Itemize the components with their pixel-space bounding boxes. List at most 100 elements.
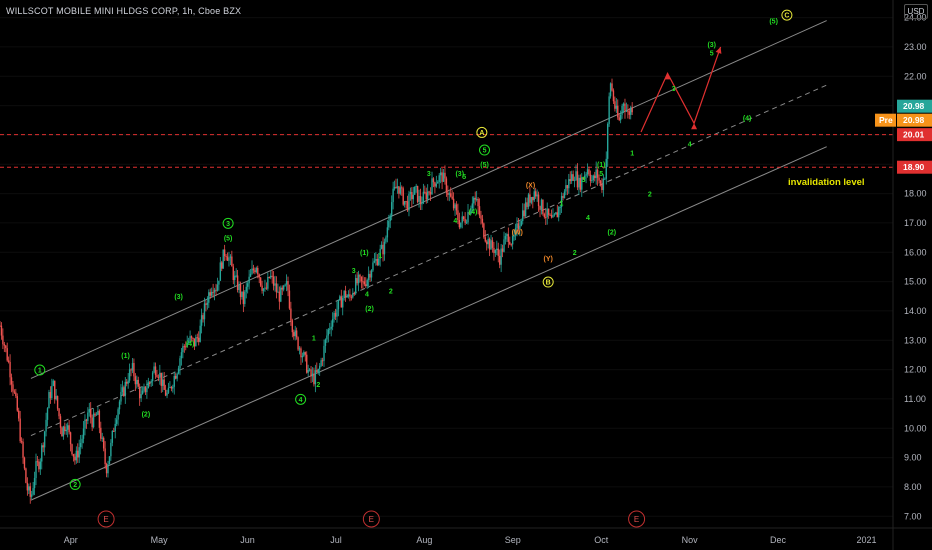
candle-body xyxy=(192,337,194,339)
candle-body xyxy=(75,450,78,461)
candle-body xyxy=(375,259,377,261)
candle-body xyxy=(0,325,3,336)
candle-body xyxy=(267,276,269,289)
candle-body xyxy=(363,281,366,285)
projection-arrowhead xyxy=(691,123,698,130)
candle-body xyxy=(588,169,590,175)
candle-body xyxy=(78,447,80,458)
candle-body xyxy=(462,216,465,220)
projection-arrowhead xyxy=(664,73,671,80)
candle-body xyxy=(321,360,324,362)
candle-body xyxy=(176,373,178,379)
candle-body xyxy=(409,191,412,194)
candle-body xyxy=(619,114,622,121)
candle-body xyxy=(160,372,162,386)
candle-body xyxy=(390,202,393,216)
candle-body xyxy=(552,215,554,218)
wave-label-circle xyxy=(781,9,793,21)
candle-body xyxy=(378,258,380,265)
x-tick-label: Sep xyxy=(505,535,521,545)
wave-label: (1) xyxy=(121,353,130,360)
wave-label: 1 xyxy=(312,335,316,342)
candle-body xyxy=(486,241,488,245)
candle-body xyxy=(313,373,315,385)
candle-body xyxy=(213,289,216,293)
candle-body xyxy=(533,191,535,201)
x-tick-label: Jul xyxy=(330,535,342,545)
candle-body xyxy=(545,217,547,219)
candle-body xyxy=(13,391,16,393)
candle-body xyxy=(429,192,432,195)
candle-body xyxy=(527,194,530,207)
candle-body xyxy=(210,291,213,296)
candle-body xyxy=(426,191,429,200)
event-marker-circle xyxy=(97,510,115,528)
candle-body xyxy=(69,432,72,445)
candle-body xyxy=(396,186,399,189)
candle-body xyxy=(331,318,334,327)
candle-body xyxy=(154,366,157,376)
candle-body xyxy=(226,256,229,261)
candle-body xyxy=(524,202,527,217)
candle-body xyxy=(126,381,128,384)
candle-body xyxy=(359,274,361,277)
candle-body xyxy=(228,257,230,261)
candle-body xyxy=(631,107,633,113)
x-axis[interactable]: Apr May Jun Jul Aug Sep Oct Nov Dec 2021 xyxy=(64,535,877,545)
candle-body xyxy=(271,275,273,277)
candle-body xyxy=(473,197,475,204)
candle-body xyxy=(102,437,105,449)
candle-body xyxy=(516,223,518,229)
candle-body xyxy=(347,294,350,297)
candle-body xyxy=(32,488,34,495)
candle-body xyxy=(0,325,1,327)
candle-body xyxy=(206,302,209,305)
wave-label: 2 xyxy=(316,382,320,389)
candle-body xyxy=(337,299,340,310)
candle-body xyxy=(195,337,197,347)
y-tick-label: 17.00 xyxy=(904,218,927,228)
candle-body xyxy=(100,427,102,439)
candle-body xyxy=(474,197,476,200)
y-tick-label: 24.00 xyxy=(904,13,927,23)
wave-label: 2 xyxy=(573,250,577,257)
candle-body xyxy=(71,444,73,455)
candle-body xyxy=(570,174,573,182)
candle-body xyxy=(339,296,341,300)
candle-body xyxy=(566,185,569,189)
wave-label: (1) xyxy=(360,250,369,257)
candle-body xyxy=(288,290,291,309)
candle-body xyxy=(560,195,563,208)
candle-body xyxy=(209,292,211,296)
wave-label: 5 xyxy=(462,174,466,181)
candle-body xyxy=(199,325,201,342)
candle-body xyxy=(573,180,576,182)
candle-body xyxy=(74,456,76,461)
candle-body xyxy=(379,248,381,259)
candle-body xyxy=(146,388,148,393)
currency-button[interactable]: USD xyxy=(904,4,928,19)
candle-body xyxy=(202,315,204,320)
candle-body xyxy=(550,214,553,218)
candle-body xyxy=(255,267,258,273)
candle-body xyxy=(278,291,281,302)
wave-label: (2) xyxy=(608,230,617,237)
candle-body xyxy=(444,172,446,179)
candle-body xyxy=(481,218,484,224)
candle-body xyxy=(239,284,242,297)
candle-body xyxy=(115,419,118,424)
wave-label-circle xyxy=(69,478,81,490)
y-axis[interactable]: 7.00 8.00 9.00 10.00 11.00 12.00 13.00 14.00 15.… xyxy=(904,13,927,522)
candle-body xyxy=(511,236,514,245)
candle-body xyxy=(42,445,44,448)
candle-body xyxy=(599,180,602,184)
candle-body xyxy=(442,172,445,182)
candle-body xyxy=(563,191,566,199)
wave-label: (1) xyxy=(597,162,606,169)
candle-body xyxy=(342,297,344,308)
candle-body xyxy=(540,199,543,210)
candle-body xyxy=(543,214,546,218)
candle-body xyxy=(35,461,37,479)
candle-body xyxy=(532,197,534,201)
